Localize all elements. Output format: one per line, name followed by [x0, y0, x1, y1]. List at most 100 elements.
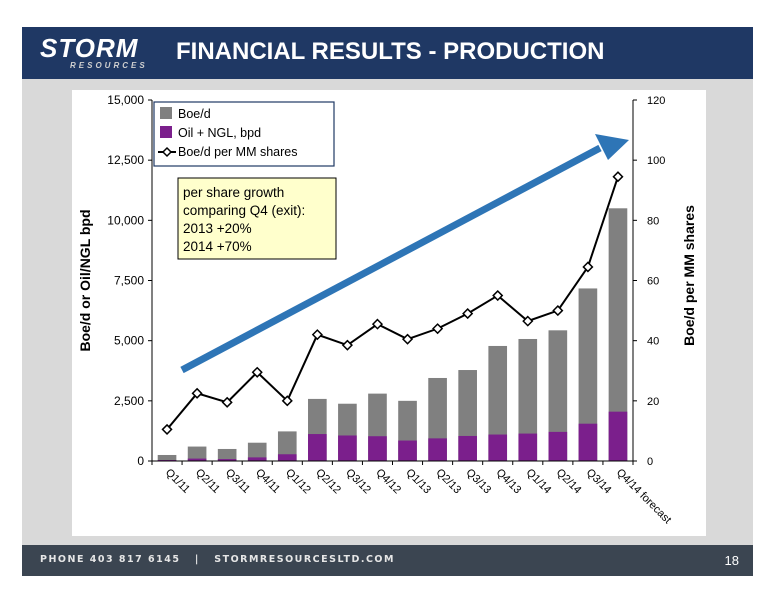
- y-tick-label: 7,500: [114, 274, 144, 288]
- y2-tick-label: 0: [647, 456, 653, 468]
- footer-contact: PHONE 403 817 6145 | STORMRESOURCESLTD.C…: [40, 554, 395, 565]
- line-marker: [161, 423, 173, 435]
- oil-ngl-bar: [217, 459, 237, 461]
- oil-ngl-bar: [428, 438, 447, 461]
- page-number: 18: [724, 553, 739, 568]
- line-marker: [281, 395, 293, 407]
- boe-bar: [518, 338, 538, 461]
- x-tick-label: Q3/11: [223, 467, 252, 496]
- legend-group: Boe/d Oil + NGL, bpd Boe/d per MM shares: [153, 101, 335, 167]
- legend-marker-sample: [161, 146, 173, 158]
- y-tick-label: 0: [137, 454, 144, 468]
- x-tick-label: Q3/14: [584, 467, 614, 497]
- line-marker: [221, 396, 233, 408]
- y2-axis-title: Boe/d per MM shares: [681, 205, 697, 346]
- x-tick-label: Q2/12: [313, 467, 343, 497]
- oil-ngl-bar: [187, 458, 207, 461]
- x-tick-label: Q4/13: [494, 467, 524, 497]
- annotation-group: per share growth comparing Q4 (exit): 2013…: [177, 177, 337, 260]
- x-tick-label: Q1/14: [524, 467, 554, 497]
- legend-label-oil: Oil + NGL, bpd: [178, 126, 261, 140]
- line-group: [161, 171, 624, 435]
- y-tick-label: 10,000: [107, 213, 144, 227]
- boe-per-share-line: [166, 176, 619, 431]
- boe-bar: [247, 442, 267, 461]
- line-marker: [371, 318, 384, 330]
- x-tick-label: Q1/13: [403, 467, 433, 497]
- oil-ngl-bar: [518, 433, 538, 461]
- line-marker: [191, 387, 203, 399]
- legend-box: [153, 101, 335, 167]
- header-bar: [22, 27, 753, 79]
- annotation-box: [177, 177, 337, 260]
- trend-arrow-shaft: [180, 144, 602, 374]
- legend-swatch-oil: [160, 126, 172, 138]
- logo-text: STORM: [40, 33, 139, 63]
- line-marker: [552, 305, 564, 317]
- oil-ngl-bar: [398, 440, 417, 461]
- oil-ngl-bar: [548, 431, 568, 461]
- boe-bar: [548, 330, 568, 461]
- y2-tick-label: 60: [647, 276, 659, 288]
- line-marker: [462, 308, 474, 320]
- y2-tick-label: 120: [647, 95, 665, 107]
- oil-ngl-bar: [578, 423, 598, 461]
- line-marker: [582, 261, 594, 273]
- x-tick-label: Q2/13: [433, 467, 463, 497]
- boe-bar: [488, 345, 508, 461]
- boe-bar: [608, 208, 628, 461]
- line-marker: [401, 333, 414, 345]
- line-marker: [522, 315, 534, 327]
- oil-ngl-bar: [488, 434, 508, 461]
- boe-bar: [217, 448, 237, 461]
- legend-swatch-boe: [160, 107, 172, 119]
- footer-bar: PHONE 403 817 6145 | STORMRESOURCESLTD.C…: [22, 545, 753, 576]
- y2-tick-label: 20: [647, 396, 659, 408]
- line-marker: [492, 289, 504, 302]
- trend-arrow-group: [180, 134, 629, 374]
- x-tick-label: Q2/14: [554, 467, 584, 497]
- boe-bar: [157, 454, 177, 461]
- line-marker: [341, 339, 353, 351]
- line-marker: [311, 329, 323, 341]
- annotation-line: per share growth: [183, 185, 284, 200]
- oil-ngl-bar: [308, 434, 327, 461]
- chart-panel: 0 2,500 5,000 7,500 10,000 12,500 15,000 0 20 40 6…: [72, 90, 706, 536]
- production-chart: 0 2,500 5,000 7,500 10,000 12,500 15,000 0 20 40 6…: [77, 93, 697, 527]
- trend-arrow-head: [595, 134, 629, 160]
- oil-ngl-bar: [458, 435, 477, 461]
- x-tick-label: Q4/14 forecast: [614, 467, 674, 527]
- y-tick-label: 15,000: [107, 93, 144, 107]
- slide-title: FINANCIAL RESULTS - PRODUCTION: [176, 38, 605, 65]
- x-tick-label: Q3/13: [464, 467, 494, 497]
- boe-bar: [578, 288, 598, 461]
- y-tick-label: 5,000: [114, 334, 144, 348]
- logo-subtext: RESOURCES: [70, 61, 148, 70]
- y-axis-title: Boe/d or Oil/NGL bpd: [77, 209, 93, 351]
- oil-ngl-bar: [338, 435, 357, 461]
- x-tick-label: Q1/11: [163, 467, 192, 496]
- oil-ngl-bar: [277, 454, 297, 461]
- y2-tick-label: 80: [647, 215, 659, 227]
- line-marker: [251, 366, 263, 378]
- line-marker: [612, 171, 624, 183]
- annotation-line: 2013 +20%: [183, 221, 252, 236]
- oil-ngl-bar: [247, 457, 267, 461]
- line-marker: [432, 323, 444, 335]
- x-tick-label: Q2/11: [193, 467, 222, 496]
- bars-group: [157, 208, 628, 461]
- x-tick-label: Q4/12: [373, 467, 403, 497]
- y-tick-label: 2,500: [114, 394, 144, 408]
- x-tick-label: Q1/12: [283, 467, 313, 497]
- annotation-line: comparing Q4 (exit):: [183, 203, 305, 218]
- oil-ngl-bar: [368, 436, 387, 461]
- company-logo: STORM RESOURCES: [40, 33, 150, 73]
- boe-bar: [277, 431, 297, 461]
- y-tick-label: 12,500: [107, 153, 144, 167]
- annotation-line: 2014 +70%: [183, 239, 252, 254]
- y2-tick-label: 40: [647, 336, 659, 348]
- legend-label-boe: Boe/d: [178, 107, 211, 121]
- legend-label-line: Boe/d per MM shares: [178, 145, 298, 159]
- oil-ngl-bar: [608, 411, 628, 461]
- boe-bar: [187, 446, 207, 461]
